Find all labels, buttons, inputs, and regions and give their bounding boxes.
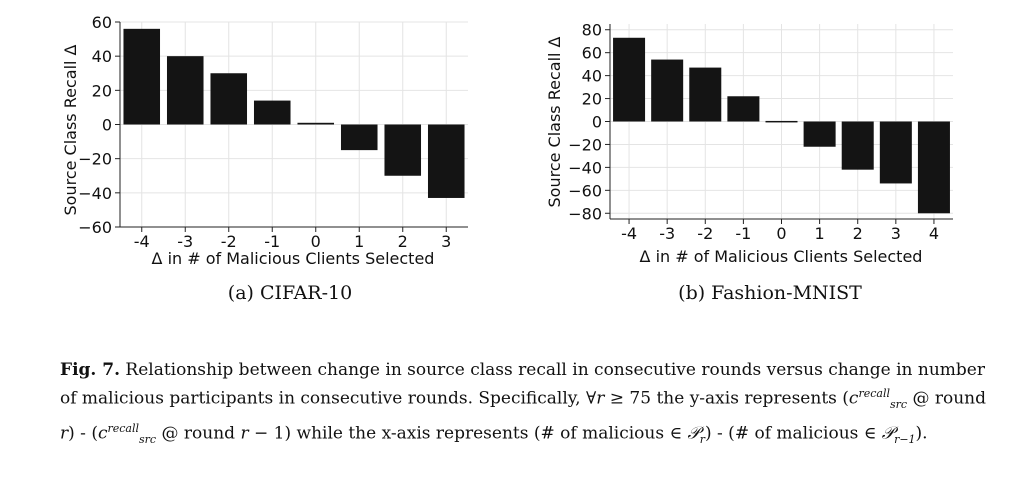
y-tick-label: 20 (92, 81, 112, 100)
math-c: c (97, 423, 108, 444)
math-r-sub: r (699, 433, 705, 447)
x-axis-label: Δ in # of Malicious Clients Selected (640, 247, 923, 266)
y-ticks: 60 40 20 0 −20 −40 −60 (78, 13, 112, 237)
math-r: r (240, 423, 249, 444)
chart-cifar10: 60 40 20 0 −20 −40 −60 -4 -3 -2 -1 0 1 2 3 Δ in # of … (61, 13, 468, 268)
bar--1 (253, 100, 291, 125)
axes (605, 24, 953, 224)
x-tick-label: -1 (264, 232, 280, 251)
figure-caption: Fig. 7. Relationship between change in s… (60, 358, 990, 452)
bar-2 (841, 121, 874, 170)
chart-fashion-mnist: 80 60 40 20 0 −20 −40 −60 −80 -4 -3 -2 -1 0 1 2 3 4 Δ in… (545, 21, 953, 266)
y-axis-label: Source Class Recall Δ (545, 36, 564, 207)
caption-text: ). (915, 423, 928, 444)
y-tick-label: 20 (582, 90, 602, 109)
x-tick-label: -1 (735, 224, 751, 243)
caption-text: Relationship between change in source cl… (60, 360, 985, 409)
math-src: src (889, 398, 908, 412)
bar-0 (765, 120, 798, 123)
y-tick-label: −40 (568, 158, 602, 177)
x-tick-label: 0 (311, 232, 321, 251)
y-tick-label: −20 (568, 135, 602, 154)
x-tick-label: -4 (621, 224, 637, 243)
y-tick-label: −80 (568, 204, 602, 223)
bar--1 (727, 96, 760, 122)
x-tick-label: 4 (929, 224, 939, 243)
math-r1-sub: r−1 (894, 433, 916, 447)
x-ticks: -4 -3 -2 -1 0 1 2 3 (134, 232, 452, 251)
bar-2 (384, 124, 422, 176)
caption-text: ≥ 75 the y-axis represents ( (604, 388, 849, 409)
x-tick-label: 2 (398, 232, 408, 251)
y-tick-label: 40 (92, 47, 112, 66)
math-recall: recall (858, 387, 890, 400)
math-recall: recall (107, 422, 140, 436)
x-tick-label: -3 (659, 224, 675, 243)
bar--2 (210, 73, 248, 125)
x-tick-label: -2 (221, 232, 237, 251)
caption-text: ) - (# of malicious ∈ (705, 423, 882, 444)
x-tick-label: 0 (776, 224, 786, 243)
bars (613, 37, 950, 214)
caption-text: @ round (907, 388, 987, 409)
x-tick-label: 3 (891, 224, 901, 243)
y-tick-label: −60 (568, 181, 602, 200)
bar-1 (340, 124, 378, 151)
bar-0 (297, 122, 335, 125)
subcaption-a: (a) CIFAR-10 (227, 282, 353, 304)
x-tick-label: -3 (177, 232, 193, 251)
caption-text: − 1) (248, 423, 292, 444)
x-ticks: -4 -3 -2 -1 0 1 2 3 4 (621, 224, 939, 243)
bars (123, 28, 465, 198)
x-axis-label: Δ in # of Malicious Clients Selected (152, 249, 435, 268)
bar--3 (651, 59, 684, 122)
bar-1 (803, 121, 836, 147)
y-tick-label: 40 (582, 67, 602, 86)
y-tick-label: −60 (78, 218, 112, 237)
math-P: 𝒫 (881, 423, 895, 444)
math-src: src (139, 433, 157, 447)
math-c: c (848, 388, 859, 409)
x-tick-label: 3 (441, 232, 451, 251)
y-tick-label: −40 (78, 184, 112, 203)
x-tick-label: -4 (134, 232, 150, 251)
y-ticks: 80 60 40 20 0 −20 −40 −60 −80 (568, 21, 602, 224)
y-tick-label: −20 (78, 150, 112, 169)
x-tick-label: 1 (354, 232, 364, 251)
axes (115, 21, 468, 232)
caption-text: while the x-axis represents (# of malici… (291, 423, 688, 444)
subcaption-b: (b) Fashion-MNIST (678, 282, 862, 304)
y-tick-label: 60 (582, 44, 602, 63)
x-tick-label: 1 (815, 224, 825, 243)
math-r: r (596, 388, 605, 409)
bar--4 (123, 28, 161, 125)
y-tick-label: 80 (582, 21, 602, 40)
y-tick-label: 0 (592, 113, 602, 132)
bar-3 (427, 124, 465, 198)
x-tick-label: 2 (853, 224, 863, 243)
bar--4 (613, 37, 646, 122)
bar-3 (879, 121, 912, 184)
bar--3 (166, 56, 204, 125)
x-tick-label: -2 (697, 224, 713, 243)
caption-text: @ round (156, 423, 241, 444)
y-axis-label: Source Class Recall Δ (61, 44, 80, 215)
math-r: r (60, 423, 69, 444)
bar--2 (689, 67, 722, 122)
caption-text: ) - ( (68, 423, 98, 444)
bar-4 (917, 121, 950, 214)
y-tick-label: 0 (102, 116, 112, 135)
y-tick-label: 60 (92, 13, 112, 32)
figure-label: Fig. 7. (60, 360, 120, 380)
math-P: 𝒫 (687, 423, 700, 444)
